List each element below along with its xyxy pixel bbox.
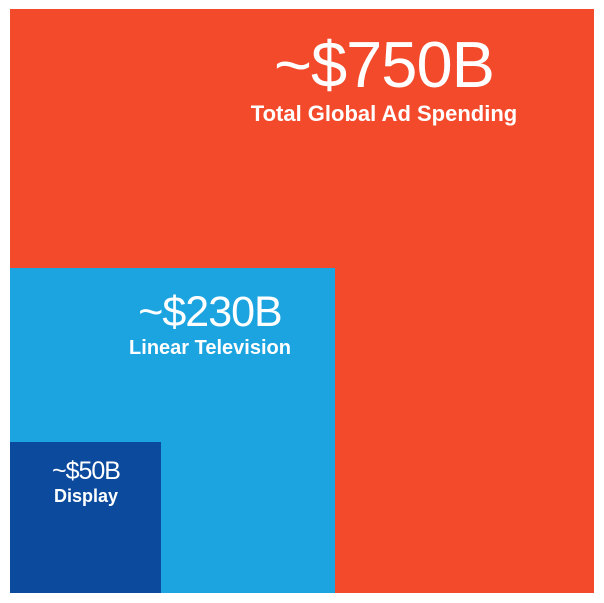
nested-squares-chart: ~$750BTotal Global Ad Spending ~$230BLine… <box>0 0 604 603</box>
square-0-label: Total Global Ad Spending <box>10 101 604 127</box>
square-0-value: ~$750B <box>10 31 604 99</box>
square-2: ~$50BDisplay <box>10 442 161 593</box>
square-2-label: Display <box>10 486 162 507</box>
square-1-value: ~$230B <box>10 290 410 335</box>
square-2-value: ~$50B <box>10 458 162 484</box>
square-1-label: Linear Television <box>10 337 410 360</box>
